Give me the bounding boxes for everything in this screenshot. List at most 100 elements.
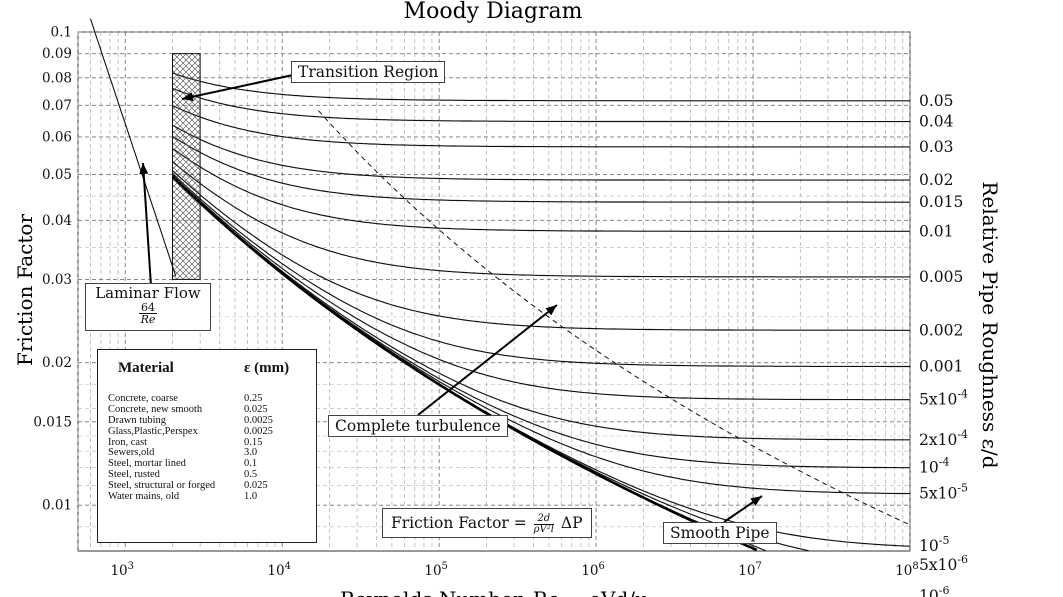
x-tick-label: 108 xyxy=(895,561,919,579)
roughness-label: 0.03 xyxy=(919,138,954,156)
material-epsilon: 0.0025 xyxy=(244,425,273,437)
y-tick-label: 0.05 xyxy=(42,167,72,183)
material-row: Steel, structural or forged 0.025 xyxy=(108,480,308,492)
roughness-labels: 0.05 0.04 0.03 0.02 0.015 0.01 0.005 0.002 0.001… xyxy=(919,92,968,597)
smooth-pipe-arrow-head xyxy=(750,496,762,506)
material-epsilon: 0.0025 xyxy=(244,414,273,426)
material-table: Material ε (mm) Concrete, coarse 0.25 Conc… xyxy=(97,349,317,543)
complete-turbulence-arrow-head xyxy=(545,305,557,316)
x-tick-label: 105 xyxy=(424,561,448,579)
annotation-arrows xyxy=(139,74,763,523)
laminar-arrow-head xyxy=(139,163,149,175)
y-tick-label: 0.09 xyxy=(42,46,72,62)
roughness-curve xyxy=(172,173,910,368)
x-tick-label: 107 xyxy=(738,561,762,579)
laminar-flow-title: Laminar Flow xyxy=(95,284,201,302)
transition-region-label: Transition Region xyxy=(291,61,446,83)
y-tick-label: 0.08 xyxy=(42,70,72,86)
roughness-curve xyxy=(172,87,910,123)
roughness-curve xyxy=(172,124,910,181)
roughness-label: 0.002 xyxy=(919,321,963,339)
y-tick-label: 0.01 xyxy=(42,498,72,514)
chart-title: Moody Diagram xyxy=(404,0,583,24)
material-row: Steel, mortar lined 0.1 xyxy=(108,458,308,470)
x-tick-label: 106 xyxy=(581,561,605,579)
axis-ticks: 0.1 0.09 0.08 0.07 0.06 0.05 0.04 0.03 0.02 0.015… xyxy=(33,25,918,580)
material-row: Water mains, old 1.0 xyxy=(108,491,308,503)
material-epsilon: 0.1 xyxy=(244,458,258,470)
material-row: Steel, rusted 0.5 xyxy=(108,469,308,481)
material-row: Glass,Plastic,Perspex 0.0025 xyxy=(108,425,308,438)
roughness-label: 2x10-4 xyxy=(919,428,968,449)
transition-arrow xyxy=(181,74,294,100)
roughness-curve xyxy=(172,161,910,278)
material-epsilon: 0.25 xyxy=(244,393,263,404)
material-name: Drawn tubing xyxy=(108,414,167,426)
y-axis-label: Friction Factor xyxy=(13,214,37,366)
x-tick-label: 104 xyxy=(267,561,291,579)
material-epsilon: 1.0 xyxy=(244,491,258,503)
material-row: Iron, cast 0.15 xyxy=(108,436,308,449)
transition-arrow-head xyxy=(182,92,194,102)
laminar-denominator: Re xyxy=(140,313,156,326)
roughness-label: 0.02 xyxy=(919,171,954,189)
roughness-curve xyxy=(172,174,910,401)
roughness-label: 5x10-5 xyxy=(919,482,968,503)
laminar-line xyxy=(89,18,177,277)
roughness-label: 0.015 xyxy=(919,193,963,211)
roughness-curve xyxy=(172,175,910,441)
roughness-label: 0.04 xyxy=(919,113,954,131)
roughness-curve xyxy=(172,147,910,232)
ff-eq-numerator: 2d xyxy=(533,513,554,525)
roughness-label: 0.05 xyxy=(919,92,954,110)
roughness-label: 10-4 xyxy=(919,456,949,477)
smooth-pipe-label: Smooth Pipe xyxy=(663,522,777,544)
laminar-flow-label: Laminar Flow 64 Re xyxy=(85,283,211,331)
material-row: Drawn tubing 0.0025 xyxy=(108,414,308,427)
ff-eq-denominator: ρV²l xyxy=(533,523,554,535)
plot-area xyxy=(89,18,911,552)
material-epsilon: 0.5 xyxy=(244,469,258,481)
smooth-pipe-curve xyxy=(171,175,758,552)
complete-turbulence-line xyxy=(318,110,911,526)
material-row: Sewers,old 3.0 xyxy=(108,448,308,459)
epsilon-header: ε (mm) xyxy=(244,360,290,376)
material-row: Concrete, coarse 0.25 xyxy=(108,393,308,405)
roughness-label: 10-5 xyxy=(919,534,949,555)
material-rows: Concrete, coarse 0.25 Concrete, new smooth… xyxy=(108,393,308,503)
roughness-label: 0.01 xyxy=(919,222,954,240)
laminar-numerator: 64 xyxy=(139,301,157,314)
ff-eq-rhs: ΔP xyxy=(555,514,583,532)
roughness-curve xyxy=(172,135,910,203)
roughness-curve xyxy=(172,170,910,331)
material-name: Water mains, old xyxy=(108,491,180,503)
material-name: Steel, mortar lined xyxy=(108,458,186,470)
laminar-flow-formula: 64 Re xyxy=(139,302,157,325)
roughness-curve xyxy=(172,72,910,102)
ff-eq-fraction: 2d ρV²l xyxy=(533,513,554,535)
y-tick-label: 0.1 xyxy=(51,25,72,41)
y-tick-label: 0.02 xyxy=(42,355,72,371)
complete-turbulence-arrow xyxy=(417,304,558,416)
material-epsilon: 0.025 xyxy=(244,403,268,415)
material-epsilon: 0.15 xyxy=(244,436,263,448)
material-epsilon: 3.0 xyxy=(244,447,258,459)
y-tick-label: 0.015 xyxy=(33,414,72,430)
ff-eq-lhs: Friction Factor = xyxy=(391,514,532,532)
complete-turbulence-label: Complete turbulence xyxy=(328,415,508,437)
y-tick-label: 0.03 xyxy=(42,272,72,288)
roughness-label: 10-6 xyxy=(919,584,949,597)
material-row: Concrete, new smooth 0.025 xyxy=(108,403,308,416)
friction-factor-equation: Friction Factor = 2d ρV²l ΔP xyxy=(382,508,592,538)
material-name: Concrete, coarse xyxy=(108,393,178,404)
laminar-arrow xyxy=(142,162,152,287)
transition-region xyxy=(171,53,201,280)
roughness-label: 5x10-4 xyxy=(919,388,968,409)
material-header: Material xyxy=(118,360,174,376)
y-tick-label: 0.06 xyxy=(42,129,72,145)
roughness-curve xyxy=(172,104,910,148)
x-axis-label: Reynolds Number, Re = ρVd/μ xyxy=(340,587,648,597)
roughness-label: 0.001 xyxy=(919,357,963,375)
material-name: Iron, cast xyxy=(108,436,148,448)
